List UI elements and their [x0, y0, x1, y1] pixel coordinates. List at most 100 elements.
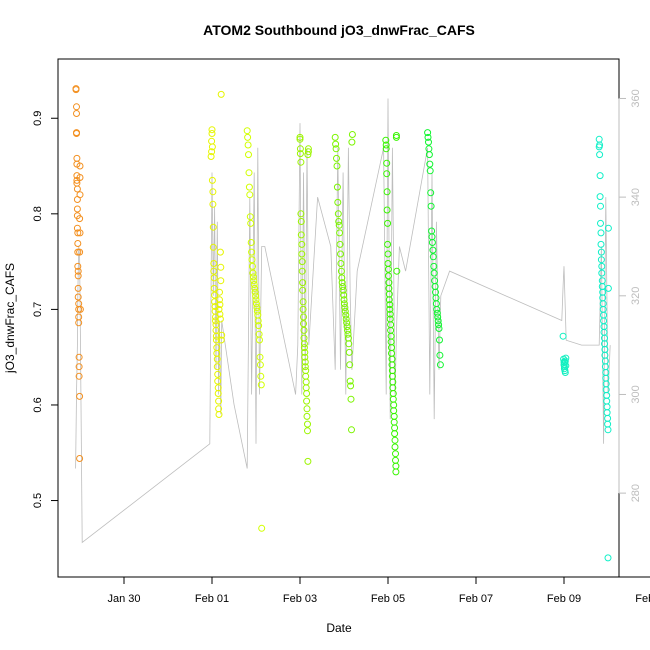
- data-point: [302, 378, 310, 386]
- data-point: [596, 141, 604, 149]
- data-point: [348, 138, 356, 146]
- data-point: [299, 298, 307, 306]
- data-point: [424, 133, 432, 141]
- data-point: [301, 363, 309, 371]
- data-point: [216, 288, 223, 296]
- data-point: [297, 218, 305, 225]
- data-point: [208, 143, 216, 151]
- data-point: [245, 169, 253, 177]
- data-point: [433, 305, 441, 313]
- data-point: [74, 262, 82, 270]
- data-point: [209, 200, 217, 208]
- data-point: [249, 273, 257, 281]
- data-point: [604, 224, 612, 232]
- data-point: [301, 353, 309, 361]
- x-tick-label: Feb 07: [459, 593, 493, 605]
- data-point: [216, 296, 223, 304]
- data-point: [214, 370, 222, 378]
- data-point: [597, 256, 605, 264]
- data-point: [247, 239, 255, 246]
- y-axis: 0.5 0.6 0.7 0.8 0.9: [32, 111, 59, 508]
- data-point: [76, 215, 84, 223]
- data-point: [208, 137, 216, 145]
- data-point: [73, 154, 81, 162]
- data-point: [559, 332, 567, 340]
- data-point: [604, 284, 612, 292]
- data-point: [332, 140, 340, 148]
- series-flight-3: [243, 127, 266, 532]
- data-point: [76, 174, 84, 181]
- data-point: [334, 198, 342, 206]
- data-point: [212, 332, 220, 340]
- data-point: [252, 296, 260, 304]
- y-axis-label: jO3_dnwFrac_CAFS: [3, 263, 17, 374]
- data-point: [246, 191, 254, 199]
- data-point: [298, 250, 306, 258]
- data-point: [296, 135, 304, 143]
- data-point: [334, 210, 342, 218]
- data-point: [333, 183, 341, 191]
- data-point: [304, 148, 312, 156]
- data-point: [304, 420, 311, 428]
- data-point: [304, 427, 311, 435]
- data-point: [425, 138, 432, 146]
- data-point: [296, 133, 304, 141]
- data-point: [603, 403, 611, 411]
- data-point: [600, 328, 608, 336]
- data-point: [425, 145, 433, 153]
- y-tick-label: 0.8: [32, 206, 44, 221]
- data-point: [257, 372, 265, 380]
- data-point: [434, 317, 442, 325]
- data-point: [336, 240, 344, 248]
- data-point: [258, 524, 266, 532]
- data-point: [303, 397, 311, 405]
- data-point: [210, 267, 218, 275]
- data-point: [561, 357, 569, 365]
- data-point: [300, 340, 308, 348]
- data-point: [562, 362, 570, 370]
- data-point: [342, 315, 350, 323]
- data-point: [73, 205, 81, 213]
- data-point: [340, 300, 348, 308]
- data-point: [338, 279, 346, 287]
- data-point: [562, 354, 570, 362]
- data-point: [604, 426, 612, 434]
- data-point: [74, 293, 82, 301]
- data-point: [214, 377, 222, 385]
- data-point: [604, 414, 612, 422]
- data-point: [333, 162, 341, 170]
- chart-title: ATOM2 Southbound jO3_dnwFrac_CAFS: [203, 22, 475, 38]
- points-layer: [72, 85, 612, 562]
- data-point: [73, 103, 80, 111]
- data-point: [75, 300, 83, 308]
- data-point: [348, 426, 355, 434]
- data-point: [76, 162, 84, 170]
- data-point: [392, 132, 400, 139]
- data-point: [600, 317, 608, 325]
- data-point: [253, 307, 261, 315]
- x-tick-label: Feb 11: [635, 593, 650, 605]
- data-point: [390, 407, 398, 415]
- x-axis: Jan 30 Feb 01 Feb 03 Feb 05 Feb 07 Feb 09 Feb …: [107, 576, 650, 605]
- data-point: [595, 135, 603, 143]
- data-point: [76, 191, 84, 199]
- series-flight-8: [559, 332, 570, 376]
- data-point: [435, 325, 443, 332]
- data-point: [600, 311, 608, 319]
- data-point: [300, 320, 307, 328]
- data-point: [436, 336, 443, 344]
- data-point: [604, 420, 612, 428]
- data-point: [597, 229, 605, 237]
- data-point: [209, 243, 217, 251]
- data-point: [344, 330, 352, 338]
- data-point: [560, 358, 568, 366]
- data-point: [347, 382, 355, 390]
- data-point: [304, 457, 312, 465]
- x-tick-label: Feb 09: [547, 593, 581, 605]
- data-point: [298, 240, 306, 248]
- data-point: [384, 265, 392, 273]
- data-point: [249, 269, 257, 277]
- data-point: [297, 210, 305, 218]
- data-point: [348, 131, 356, 138]
- data-point: [301, 348, 309, 356]
